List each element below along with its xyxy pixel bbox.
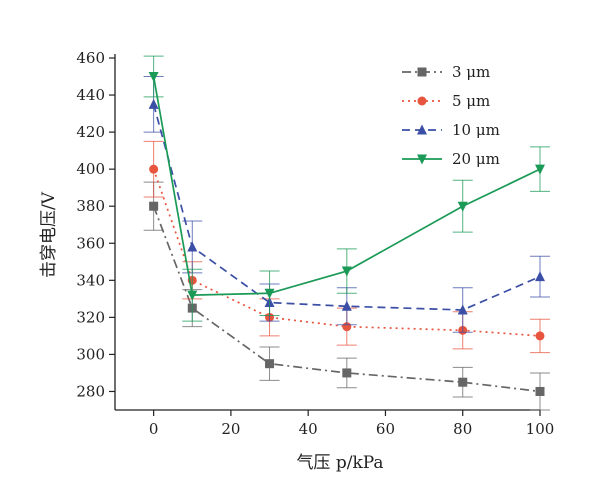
series-line xyxy=(152,205,541,393)
series-layer xyxy=(143,55,550,411)
data-point xyxy=(535,271,545,282)
data-point xyxy=(149,164,159,174)
x-tick-label: 80 xyxy=(453,420,472,438)
data-point xyxy=(341,266,352,277)
x-tick-label: 100 xyxy=(526,420,555,438)
y-tick-label: 400 xyxy=(76,160,105,178)
y-tick-label: 360 xyxy=(76,234,105,252)
legend-item: 10 μm xyxy=(402,121,500,139)
axes: 280 300 320 340 360 380 400 420 440 460 0 20 40 60 80 1… xyxy=(76,49,554,438)
data-point xyxy=(535,164,545,175)
legend: 3 μm 5 μm 10 μm 20 μm xyxy=(402,63,500,168)
series-3 xyxy=(143,55,550,322)
data-point xyxy=(187,290,198,301)
legend-marker xyxy=(417,96,427,106)
data-point xyxy=(458,377,468,387)
data-point xyxy=(264,288,275,299)
legend-item: 20 μm xyxy=(402,150,500,168)
x-tick-label: 0 xyxy=(149,420,159,438)
y-tick-label: 280 xyxy=(76,382,105,400)
y-tick-label: 300 xyxy=(76,345,105,363)
legend-label: 10 μm xyxy=(452,121,500,139)
data-point xyxy=(148,98,159,109)
y-tick-label: 320 xyxy=(76,308,105,326)
x-tick-label: 60 xyxy=(376,420,395,438)
data-point xyxy=(457,201,468,212)
legend-label: 5 μm xyxy=(452,92,490,110)
data-point xyxy=(457,304,468,315)
data-point xyxy=(341,300,352,311)
x-tick-label: 40 xyxy=(299,420,318,438)
legend-label: 20 μm xyxy=(452,150,500,168)
legend-item: 5 μm xyxy=(402,92,490,110)
data-point xyxy=(342,368,352,378)
series-2 xyxy=(143,76,550,333)
legend-item: 3 μm xyxy=(402,63,490,81)
legend-marker xyxy=(417,154,427,165)
data-point xyxy=(148,72,159,83)
data-point xyxy=(265,359,275,369)
legend-marker xyxy=(417,124,427,135)
x-axis-title: 气压 p/kPa xyxy=(296,453,383,473)
y-tick-label: 440 xyxy=(76,86,105,104)
y-tick-label: 420 xyxy=(76,123,105,141)
series-line xyxy=(152,76,541,297)
y-tick-label: 460 xyxy=(76,49,105,67)
y-tick-label: 340 xyxy=(76,271,105,289)
data-point xyxy=(535,331,545,341)
data-point xyxy=(187,241,198,252)
x-tick-label: 20 xyxy=(221,420,240,438)
legend-label: 3 μm xyxy=(452,63,490,81)
series-line xyxy=(152,104,541,311)
legend-marker xyxy=(417,67,427,77)
y-axis-title: 击穿电压/V xyxy=(39,191,59,278)
data-point xyxy=(535,386,545,396)
y-tick-label: 380 xyxy=(76,197,105,215)
data-point xyxy=(149,201,159,211)
